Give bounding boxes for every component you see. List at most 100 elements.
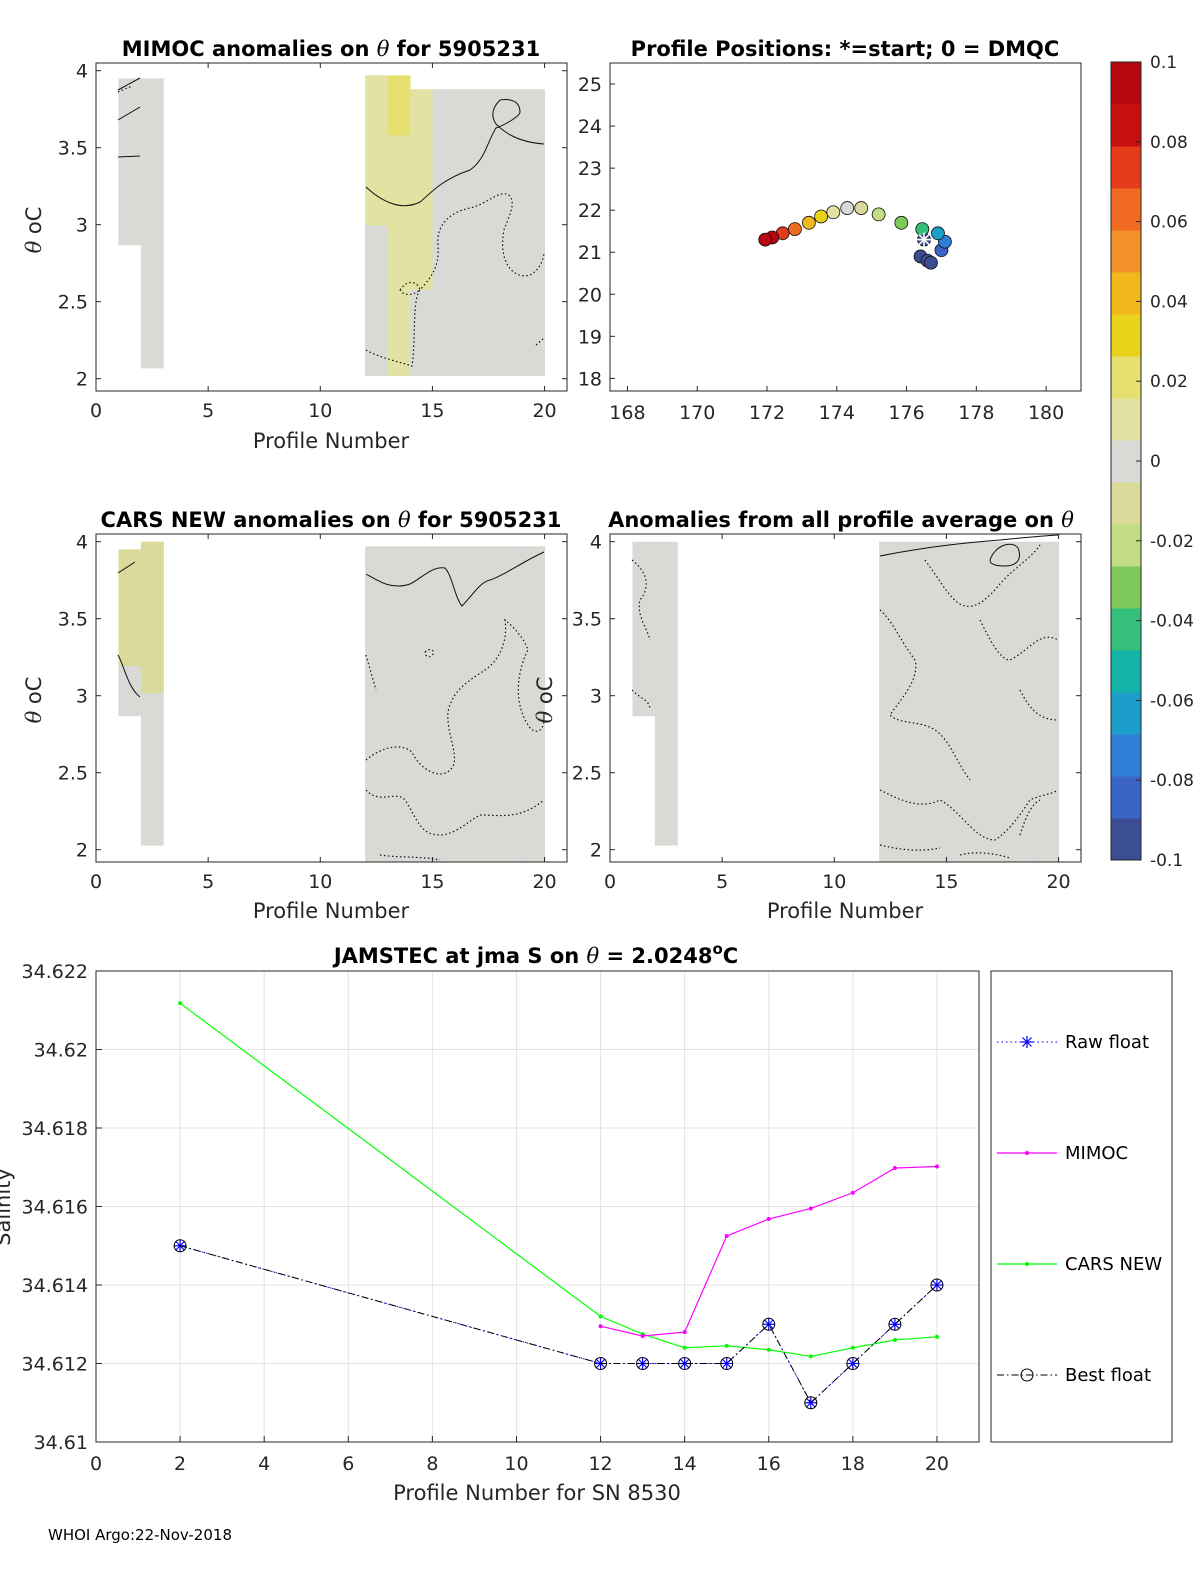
mimoc-cell [387, 135, 411, 166]
average-cell [991, 733, 1015, 767]
average-cell [924, 605, 947, 639]
mimoc-cell [365, 255, 389, 287]
mimoc-cell [499, 318, 523, 348]
salinity-grid [95, 970, 979, 1443]
average-cell [946, 541, 970, 575]
average-cell [632, 576, 656, 595]
cars-axes: 0 5 10 15 20 2 2.5 3 3.5 4 [58, 532, 568, 893]
average-cell [924, 669, 947, 703]
cars-ytick-label: 3.5 [58, 609, 88, 631]
mimoc-cell [118, 95, 142, 113]
cars-cell [454, 704, 478, 737]
salinity-ytick-label: 34.614 [22, 1275, 88, 1297]
cars-cell [387, 798, 411, 831]
mimoc-cell [140, 310, 164, 340]
average-cell [1013, 637, 1037, 671]
mimoc-cell [477, 289, 501, 319]
positions-ytick-label: 25 [578, 74, 602, 96]
colorbar-swatch [1111, 314, 1141, 357]
average-cell [968, 541, 992, 575]
average-cell [991, 669, 1015, 703]
average-cell [924, 637, 947, 671]
cars-panel: CARS NEW anomalies on θ for 5905231 0 5 10… [22, 508, 568, 923]
mimoc-cell [365, 135, 389, 166]
average-cell [1036, 541, 1060, 575]
cars-cell [522, 798, 546, 831]
average-cell [946, 829, 970, 863]
positions-ytick-label: 24 [578, 116, 602, 138]
mimoc-cell [410, 175, 433, 205]
average-xtick-label: 20 [1046, 871, 1070, 893]
colorbar-swatch [1111, 650, 1141, 693]
salinity-axes: 0 2 4 6 8 10 12 14 16 18 20 34.61 34.612 34.614 34.616… [22, 961, 980, 1475]
salinity-xtick-label: 12 [588, 1453, 612, 1475]
colorbar-tick-label: -0.06 [1150, 691, 1194, 711]
colorbar-swatch [1111, 734, 1141, 777]
salinity-xtick-label: 20 [925, 1453, 949, 1475]
average-cell [654, 632, 678, 664]
mimoc-cell [522, 146, 546, 176]
mimoc-cell [410, 89, 433, 119]
mimoc-cell [477, 232, 501, 262]
cars-cell [522, 672, 546, 705]
series-point-mimoc [934, 1164, 939, 1169]
cars-cell [140, 784, 164, 816]
mimoc-cell [410, 232, 433, 262]
average-cell [968, 573, 992, 607]
cars-cell [387, 735, 411, 768]
series-point-best-float [846, 1357, 860, 1370]
position-marker [814, 209, 828, 224]
cars-cell [432, 577, 456, 610]
average-cell [968, 605, 992, 639]
colorbar-swatch [1111, 272, 1141, 315]
positions-ytick-label: 22 [578, 200, 602, 222]
average-cell [654, 572, 678, 603]
mimoc-cell [477, 89, 501, 119]
cars-cell [140, 814, 164, 846]
series-point-best-float [888, 1317, 902, 1331]
salinity-ytick-label: 34.618 [22, 1118, 88, 1140]
average-cell [1036, 797, 1060, 831]
mimoc-cell [477, 261, 501, 291]
average-cell [946, 573, 970, 607]
mimoc-cell [454, 346, 478, 377]
position-marker [801, 215, 816, 230]
mimoc-cell [432, 318, 456, 348]
cars-ytick-label: 2.5 [58, 763, 88, 785]
average-ytick-label: 3 [590, 686, 602, 708]
series-point-cars-new [598, 1314, 603, 1319]
mimoc-cell [454, 203, 478, 233]
series-point-best-float [173, 1239, 187, 1253]
average-cell [1036, 765, 1060, 799]
mimoc-cell [140, 194, 164, 224]
cars-cell [118, 649, 142, 667]
mimoc-cell [387, 195, 411, 226]
cars-cell [432, 704, 456, 737]
cars-cell [410, 735, 433, 768]
average-cell [1036, 573, 1060, 607]
mimoc-cell [387, 285, 411, 317]
average-cell [901, 669, 925, 703]
average-xtick-label: 5 [716, 871, 728, 893]
average-panel: Anomalies from all profile average on θ … [533, 508, 1082, 923]
colorbar-swatch [1111, 188, 1141, 231]
mimoc-cell [387, 315, 411, 347]
mimoc-cell [118, 128, 142, 146]
cars-ylabel: θ oC [22, 677, 46, 724]
cars-cell [118, 665, 142, 683]
average-cell [632, 646, 656, 665]
salinity-series [173, 1001, 944, 1410]
cars-cell [410, 546, 433, 579]
mimoc-ytick-label: 2.5 [58, 292, 88, 314]
legend-label: CARS NEW [1065, 1254, 1162, 1275]
series-point-cars-new [766, 1347, 771, 1352]
colorbar-swatch [1111, 356, 1141, 399]
cars-cell [410, 672, 433, 705]
cars-cell [522, 577, 546, 610]
average-heatmap-cells [632, 541, 1060, 863]
cars-cell [477, 672, 501, 705]
mimoc-cell [410, 289, 433, 319]
mimoc-cell [522, 175, 546, 205]
average-cell [924, 733, 947, 767]
mimoc-cell [432, 89, 456, 119]
